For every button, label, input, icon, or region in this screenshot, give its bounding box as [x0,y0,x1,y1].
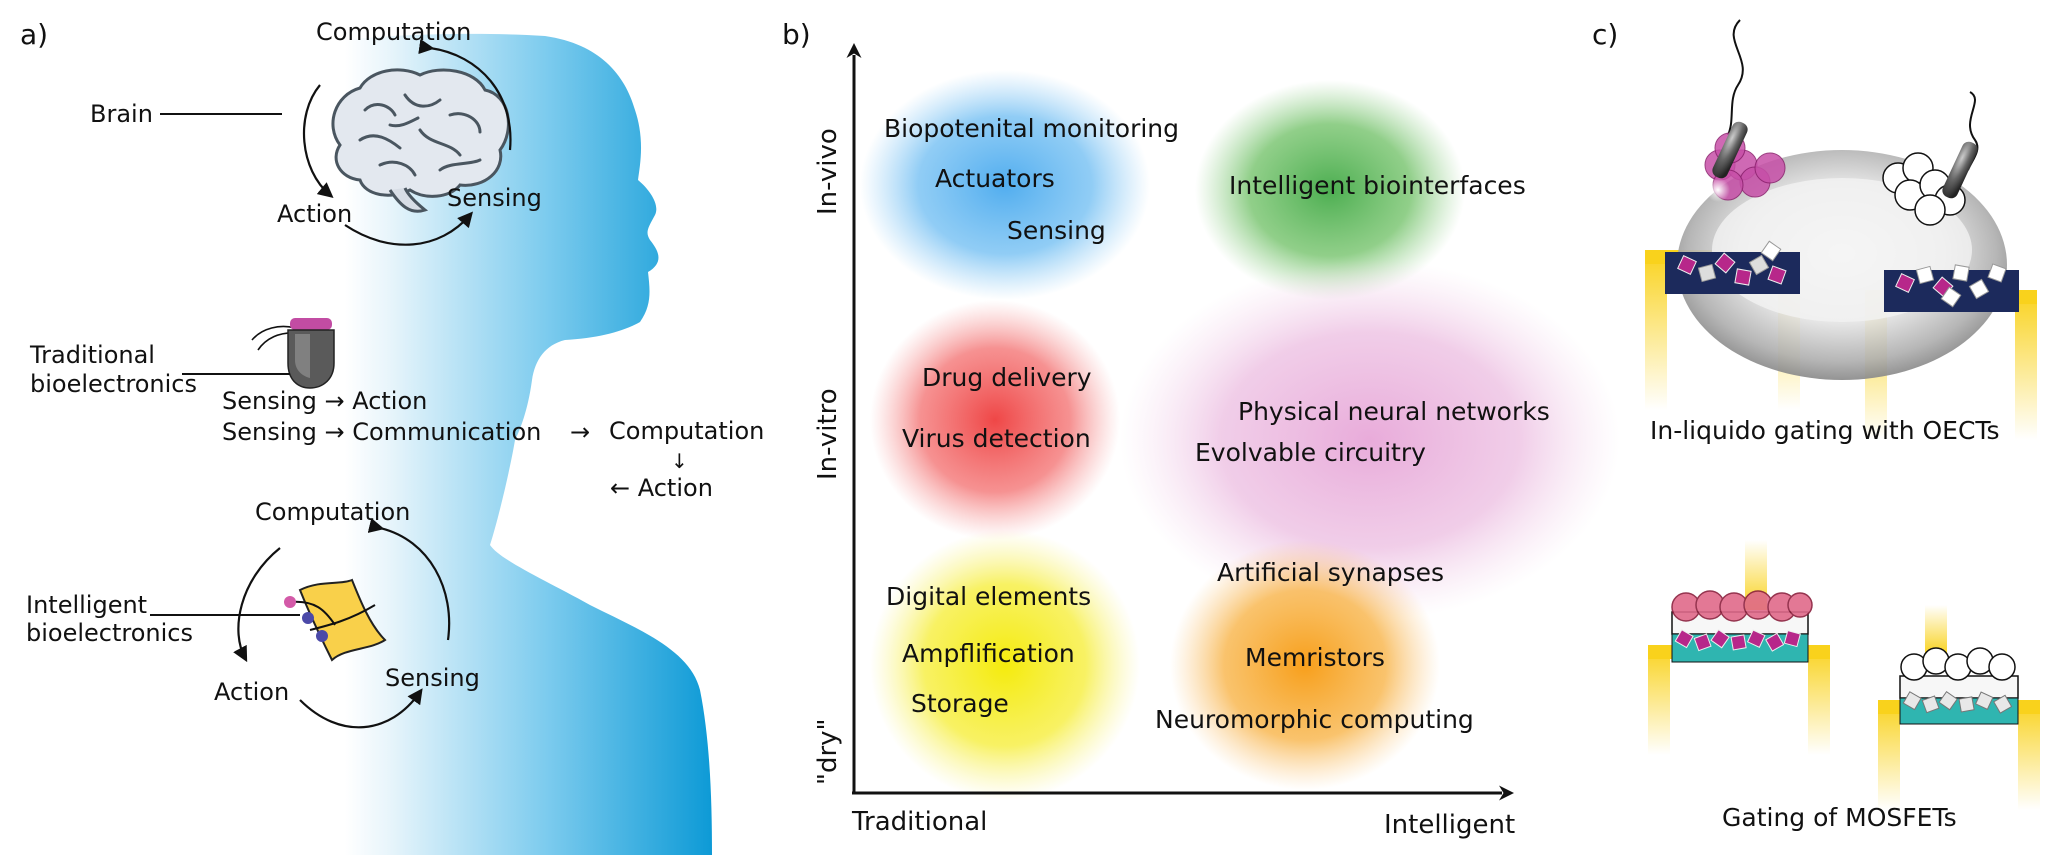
probe-right-icon [1882,91,1979,226]
x-level-intelligent: Intelligent [1384,810,1515,840]
item-biopotential-monitoring: Biopotenital monitoring [884,114,1179,143]
intelligent-label-line2: bioelectronics [26,619,193,647]
y-level-dry: "dry" [813,719,843,786]
x-level-traditional: Traditional [851,807,987,837]
oect-contact-left-1 [1645,250,1667,410]
mosfet-right-ions [1902,690,2013,714]
mosfet-left-cations [1671,590,1813,622]
item-storage: Storage [911,689,1009,718]
brain-cycle-computation: Computation [316,18,471,46]
flexible-electronics-icon [284,578,387,662]
y-level-in-vivo: In-vivo [813,128,843,215]
traditional-action: ← Action [610,474,713,502]
region-blob-in-vivo-traditional [860,70,1150,300]
item-physical-neural-networks: Physical neural networks [1238,397,1550,426]
item-neuromorphic-computing: Neuromorphic computing [1155,705,1474,734]
mosfet-right-molecules [1900,647,2016,681]
mosfet-left [1648,540,1830,755]
pacemaker-icon [251,318,335,389]
mosfet-right-contact-1 [1878,700,1900,810]
mosfet-left-ions [1674,628,1801,652]
traditional-line-communication: Sensing → Communication [222,418,541,446]
mosfet-right [1878,605,2040,810]
intelligent-cycle-action: Action [214,678,289,706]
panel-a: a) Brain Computation Action Sensing Trad… [20,18,764,855]
panel-c-label: c) [1592,18,1618,51]
brain-label: Brain [90,100,153,128]
panel-b-label: b) [782,18,811,51]
item-drug-delivery: Drug delivery [922,363,1092,392]
oect-contact-right-2 [2015,290,2037,440]
probe-left-icon [1704,19,1786,202]
traditional-label-line2: bioelectronics [30,370,197,398]
item-digital-elements: Digital elements [886,582,1091,611]
mosfet-right-contact-2 [2018,700,2040,810]
intelligent-cycle-arrow-top [367,517,451,641]
item-actuators: Actuators [935,164,1055,193]
oect-ions-right [1895,263,2007,308]
traditional-label-line1: Traditional [29,341,155,369]
mosfet-left-contact-1 [1648,645,1670,755]
electrode-purple-dot-2 [316,630,328,642]
intelligent-cycle-arrow-bottom [299,688,423,729]
brain-cycle-arrow-left [302,84,334,198]
oect-ions-left [1677,240,1787,286]
traditional-line-action: Sensing → Action [222,387,427,415]
panel-c: c) [1592,18,2040,832]
item-artificial-synapses: Artificial synapses [1217,558,1444,587]
item-evolvable-circuitry: Evolvable circuitry [1195,438,1426,467]
region-blob-in-vitro-traditional [870,300,1120,540]
mosfet-left-contact-2 [1808,645,1830,755]
electrode-purple-dot-1 [302,612,314,624]
traditional-computation: Computation [609,417,764,445]
intelligent-cycle-arrow-left [233,547,281,663]
mosfet-right-gate-glow [1925,605,1947,655]
traditional-arrow: → [570,418,590,446]
brain-cycle-arrow-top [418,38,512,151]
region-blob-dry-traditional [870,530,1140,800]
item-intelligent-biointerfaces: Intelligent biointerfaces [1229,171,1526,200]
panel-b: b) In-vivo In-vitro "dry" Traditional In… [782,18,1620,840]
traditional-down-arrow: ↓ [671,449,688,473]
item-sensing: Sensing [1007,216,1106,245]
oect-caption: In-liquido gating with OECTs [1650,416,2000,445]
brain-cycle-arrow-bottom [344,211,474,246]
item-virus-detection: Virus detection [902,424,1091,453]
mosfet-caption: Gating of MOSFETs [1722,803,1957,832]
brain-cycle-action: Action [277,200,352,228]
panel-a-label: a) [20,18,48,51]
region-blob-in-vivo-intelligent [1195,80,1465,300]
region-blob-dry-intelligent [1170,540,1440,790]
intelligent-cycle-sensing: Sensing [385,664,480,692]
brain-icon [331,68,510,213]
item-amplification: Ampflification [902,639,1075,668]
electrode-pink-dot [284,596,296,608]
intelligent-label-line1: Intelligent [26,591,147,619]
brain-cycle-sensing: Sensing [447,184,542,212]
y-level-in-vitro: In-vitro [813,388,843,480]
region-blob-in-vitro-intelligent [1120,260,1620,620]
item-memristors: Memristors [1245,643,1385,672]
intelligent-cycle-computation: Computation [255,498,410,526]
